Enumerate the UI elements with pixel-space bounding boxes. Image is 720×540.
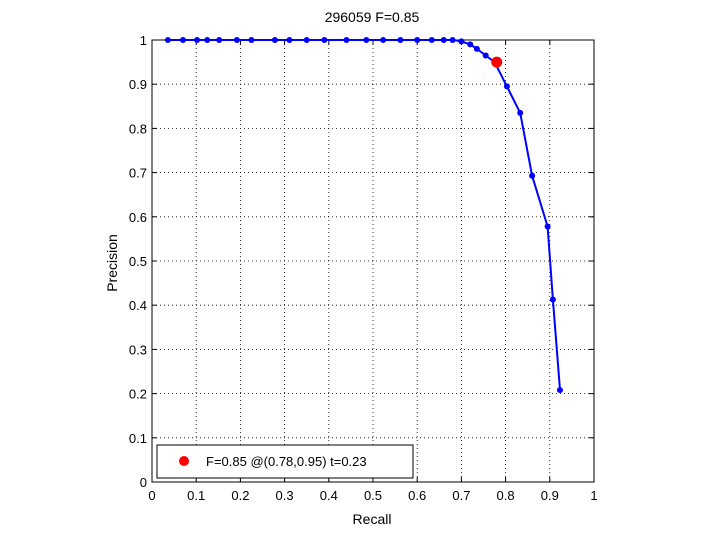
x-tick-label: 1 <box>590 488 597 503</box>
series-point <box>544 223 551 230</box>
highlight-layer <box>491 56 503 68</box>
x-tick-label: 0.1 <box>187 488 205 503</box>
series-layer <box>164 37 563 394</box>
series-point <box>517 109 524 116</box>
series-point <box>529 172 536 179</box>
y-tick-label: 0.5 <box>129 254 147 269</box>
x-tick-label: 0.8 <box>497 488 515 503</box>
series-point <box>503 83 510 90</box>
y-tick-label: 0.7 <box>129 166 147 181</box>
series-line <box>167 39 561 391</box>
series-point <box>286 37 293 43</box>
series-point <box>397 37 404 43</box>
y-tick-label: 1 <box>140 33 147 48</box>
series-point <box>248 37 255 43</box>
chart-title: 296059 F=0.85 <box>325 9 420 25</box>
x-tick-label: 0.4 <box>320 488 338 503</box>
x-tick-label: 0.7 <box>452 488 470 503</box>
x-tick-label: 0.3 <box>276 488 294 503</box>
x-tick-label: 0.5 <box>364 488 382 503</box>
series-point <box>473 45 480 52</box>
series-point <box>458 38 465 45</box>
series-point <box>303 37 310 43</box>
series-point <box>449 37 456 43</box>
x-tick-label: 0 <box>148 488 155 503</box>
series-point <box>549 296 556 303</box>
series-point <box>467 41 474 48</box>
series-point <box>233 37 240 43</box>
y-tick-label: 0.9 <box>129 77 147 92</box>
series-point <box>216 37 223 43</box>
y-tick-label: 0.8 <box>129 121 147 136</box>
series-point <box>363 37 370 43</box>
best-f-point <box>491 56 503 68</box>
series-point <box>380 37 387 43</box>
grid <box>152 40 594 482</box>
series-point <box>414 37 421 43</box>
axis-ticks: 0 0.1 0.2 0.3 0.4 0.5 0.6 0.7 0.8 0.9 1 0 0.1 0.2 0.3 0… <box>129 33 598 503</box>
legend-label: F=0.85 @(0.78,0.95) t=0.23 <box>206 454 367 469</box>
series-point <box>204 37 211 43</box>
y-tick-label: 0.6 <box>129 210 147 225</box>
series-point <box>440 37 447 43</box>
y-tick-label: 0.1 <box>129 431 147 446</box>
y-tick-label: 0.3 <box>129 342 147 357</box>
legend-box <box>156 444 414 479</box>
x-tick-label: 0.6 <box>408 488 426 503</box>
series-point <box>321 37 328 43</box>
y-tick-label: 0.4 <box>129 298 147 313</box>
y-tick-label: 0.2 <box>129 387 147 402</box>
legend: F=0.85 @(0.78,0.95) t=0.23 <box>156 444 414 479</box>
series-point <box>194 37 201 43</box>
y-tick-label: 0 <box>140 475 147 490</box>
series-point <box>271 37 278 43</box>
x-tick-label: 0.2 <box>231 488 249 503</box>
x-tick-label: 0.9 <box>541 488 559 503</box>
series-point <box>556 387 563 394</box>
series-point <box>164 37 171 43</box>
x-axis-label: Recall <box>353 511 392 527</box>
series-point <box>482 52 489 59</box>
series-point <box>343 37 350 43</box>
legend-marker <box>179 456 189 466</box>
series-point <box>428 37 435 43</box>
y-axis-label: Precision <box>104 234 120 292</box>
series-point <box>179 37 186 43</box>
